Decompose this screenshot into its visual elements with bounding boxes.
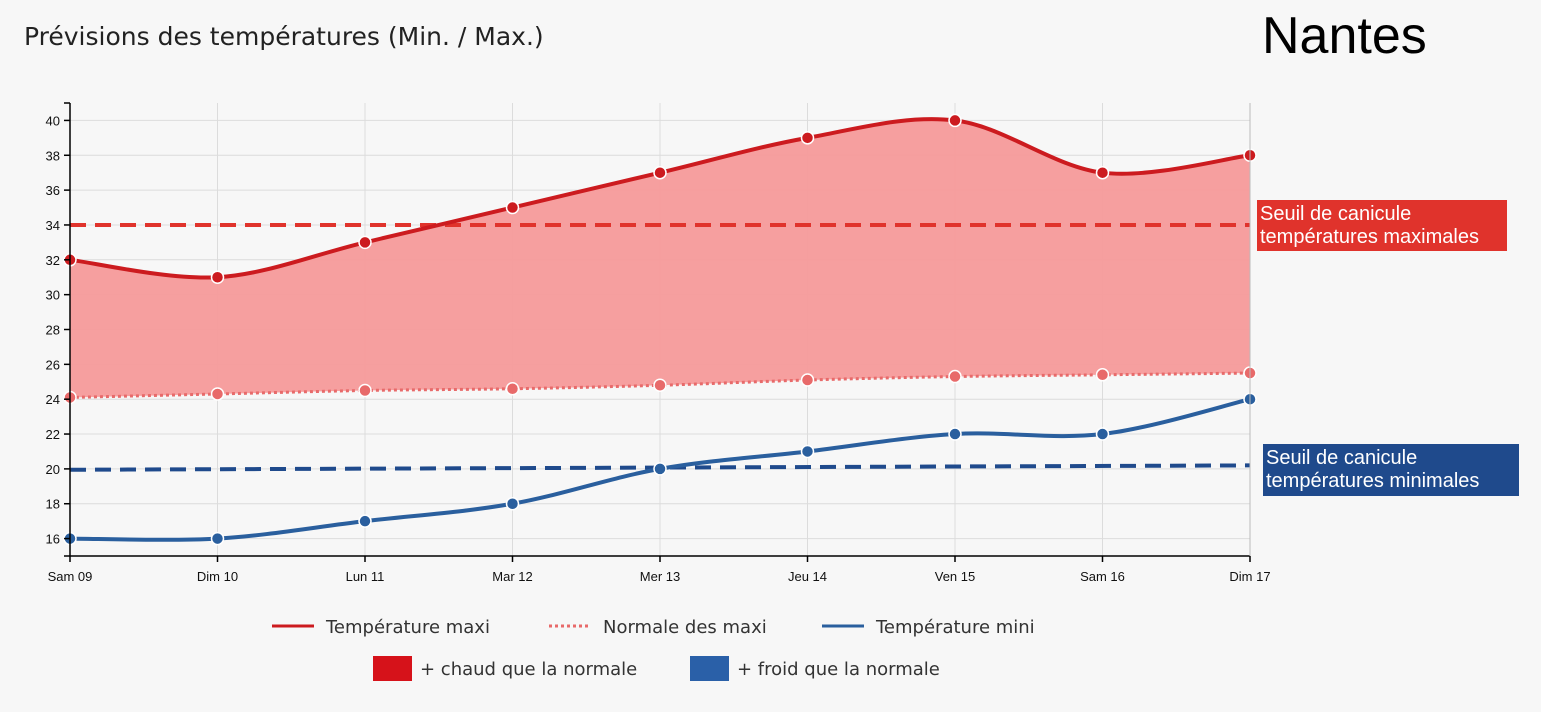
legend-label: Température mini [875, 617, 1035, 638]
y-tick-label: 38 [46, 148, 60, 163]
legend: Température maxi Normale des maxi Températ… [272, 617, 1035, 681]
legend-label: Normale des maxi [603, 617, 767, 638]
x-tick-label: Lun 11 [346, 569, 385, 584]
threshold-label-text: températures minimales [1266, 470, 1479, 492]
legend-label: + chaud que la normale [420, 659, 637, 680]
page-title: Prévisions des températures (Min. / Max.… [24, 22, 544, 51]
threshold-label-text: Seuil de canicule [1266, 447, 1417, 469]
y-tick-label: 36 [46, 183, 60, 198]
threshold-label-text: Seuil de canicule [1260, 203, 1411, 225]
data-point-normale [1095, 368, 1110, 382]
data-point-mini [1095, 427, 1110, 441]
y-tick-label: 30 [46, 288, 60, 303]
y-tick-label: 34 [46, 218, 60, 233]
data-point-maxi [358, 235, 372, 250]
areas [70, 119, 1250, 398]
x-tick-label: Sam 16 [1080, 569, 1125, 584]
data-point-mini [210, 531, 225, 546]
x-tick-label: Ven 15 [935, 569, 976, 584]
threshold-max-label-box [1257, 200, 1507, 251]
legend-label: Température maxi [325, 617, 490, 638]
y-tick-label: 16 [46, 532, 60, 547]
y-tick-label: 18 [46, 497, 60, 512]
data-point-mini [505, 496, 520, 511]
data-point-normale [948, 369, 962, 384]
x-tick-label: Dim 10 [197, 569, 238, 584]
legend-box-swatch [690, 656, 729, 681]
data-point-normale [358, 383, 372, 398]
data-point-mini [653, 462, 667, 476]
data-point-maxi [210, 270, 225, 284]
axes: 16 18 20 22 24 26 28 30 32 34 36 38 40 Sam 09 Dim 10 Lu… [46, 102, 1271, 584]
data-point-maxi [653, 165, 667, 180]
data-point-mini [800, 444, 815, 459]
x-tick-label: Mar 12 [492, 569, 532, 584]
data-point-maxi [505, 200, 520, 215]
threshold-min-label-box [1263, 444, 1519, 496]
y-tick-label: 20 [46, 462, 60, 477]
x-tick-label: Dim 17 [1229, 569, 1270, 584]
y-tick-label: 40 [46, 113, 60, 128]
x-tick-label: Mer 13 [640, 569, 680, 584]
x-tick-label: Jeu 14 [788, 569, 827, 584]
y-tick-label: 24 [46, 392, 60, 407]
data-point-normale [505, 381, 520, 396]
y-tick-label: 28 [46, 323, 60, 338]
data-point-mini [948, 427, 962, 441]
city-name: Nantes [1262, 7, 1427, 65]
y-tick-label: 32 [46, 253, 60, 268]
y-tick-label: 22 [46, 427, 60, 442]
data-point-maxi [948, 113, 962, 128]
data-point-normale [653, 378, 667, 393]
legend-label: + froid que la normale [737, 659, 940, 680]
y-tick-label: 26 [46, 357, 60, 372]
data-point-maxi [800, 131, 815, 145]
x-tick-label: Sam 09 [48, 569, 93, 584]
threshold-label-text: températures maximales [1260, 226, 1479, 248]
legend-box-swatch [373, 656, 412, 681]
data-point-normale [800, 373, 815, 387]
data-point-mini [358, 514, 372, 528]
warm-area [70, 119, 1250, 398]
data-point-normale [210, 387, 225, 401]
data-point-maxi [1095, 165, 1110, 180]
